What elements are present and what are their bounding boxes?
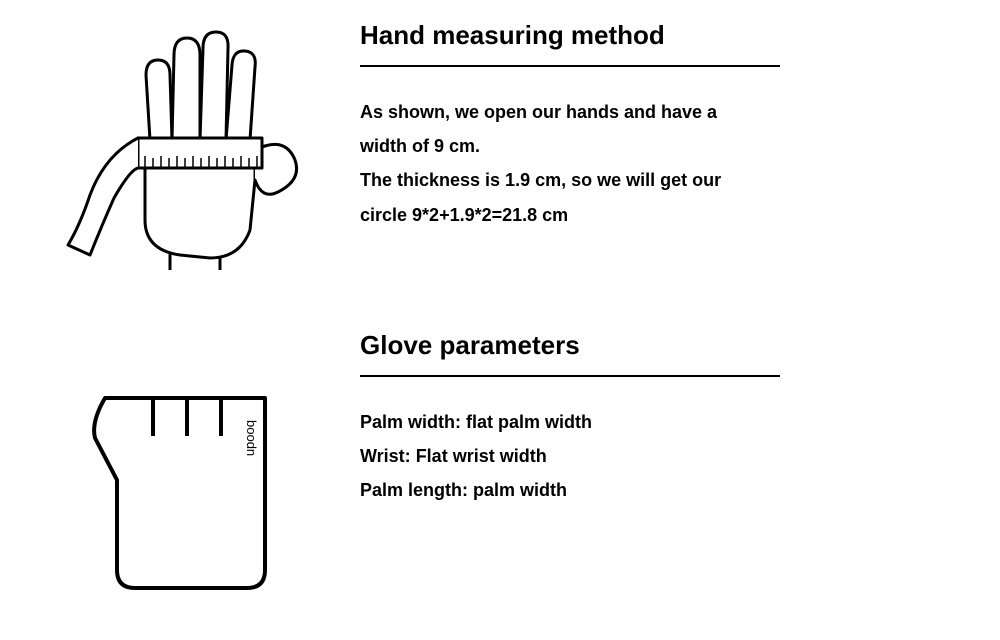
measuring-line-1: As shown, we open our hands and have a [360, 95, 940, 129]
parameters-title-underline [360, 375, 780, 377]
parameters-section: boodn Glove parameters Palm width: flat … [0, 270, 1000, 600]
param3-value: palm width [473, 480, 567, 500]
glove-brand-label: boodn [244, 420, 259, 456]
measuring-section: Hand measuring method As shown, we open … [0, 0, 1000, 270]
glove-icon: boodn [75, 370, 285, 600]
parameters-text: Glove parameters Palm width: flat palm w… [360, 330, 1000, 508]
measuring-text: Hand measuring method As shown, we open … [360, 20, 1000, 232]
param-palm-width: Palm width: flat palm width [360, 405, 940, 439]
measuring-line-4: circle 9*2+1.9*2=21.8 cm [360, 198, 940, 232]
param-wrist: Wrist: Flat wrist width [360, 439, 940, 473]
parameters-list: Palm width: flat palm width Wrist: Flat … [360, 405, 940, 508]
param3-label: Palm length: [360, 480, 468, 500]
hand-measuring-icon [50, 20, 310, 270]
measuring-line-3: The thickness is 1.9 cm, so we will get … [360, 163, 940, 197]
measuring-title-underline [360, 65, 780, 67]
param1-label: Palm width: [360, 412, 461, 432]
measuring-paragraph: As shown, we open our hands and have a w… [360, 95, 940, 232]
param-palm-length: Palm length: palm width [360, 473, 940, 507]
hand-illustration-container [0, 20, 360, 270]
glove-illustration-container: boodn [0, 330, 360, 600]
param1-value: flat palm width [466, 412, 592, 432]
measuring-line-2: width of 9 cm. [360, 129, 940, 163]
measuring-title: Hand measuring method [360, 20, 665, 61]
parameters-title: Glove parameters [360, 330, 580, 371]
param2-label: Wrist: [360, 446, 411, 466]
param2-value: Flat wrist width [416, 446, 547, 466]
